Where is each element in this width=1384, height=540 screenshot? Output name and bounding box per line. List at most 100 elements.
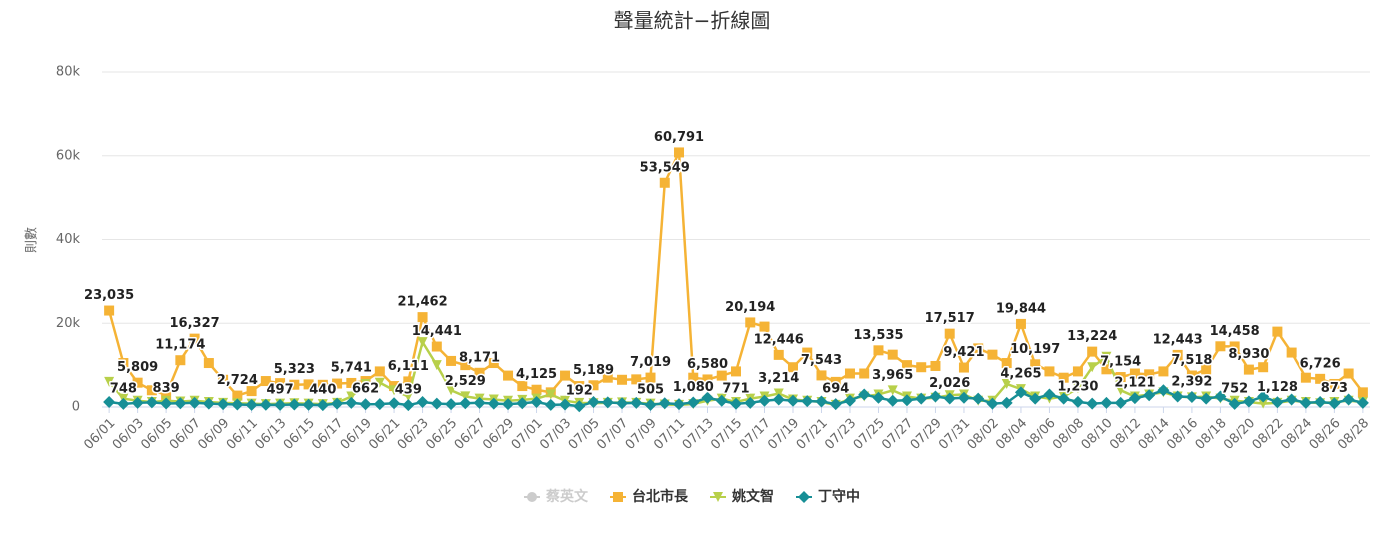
marker [145,396,158,409]
marker [445,398,458,411]
x-tick-label: 08/22 [1250,416,1287,453]
data-label: 873 [1321,381,1348,396]
marker [973,343,984,354]
data-label: 2,026 [929,376,970,391]
legend-item[interactable]: 丁守中 [796,488,860,505]
marker [1157,384,1170,397]
marker [1043,388,1056,401]
marker [203,358,214,369]
marker [658,397,671,410]
marker [202,397,215,410]
marker [1300,372,1311,383]
marker [1229,341,1240,352]
legend: 蔡英文 台北市長 姚文智 丁守中 [524,488,860,505]
data-label: 13,224 [1067,329,1117,344]
marker [815,395,828,408]
data-label: 9,421 [943,345,984,360]
marker [332,378,343,389]
data-label: 4,125 [516,367,557,382]
marker [929,390,942,403]
data-label: 60,791 [654,130,704,145]
legend-item[interactable]: 台北市長 [610,488,689,505]
marker [517,381,528,392]
x-tick-label: 08/24 [1278,416,1315,453]
y-tick-label: 80k [56,65,81,80]
x-tick-label: 07/11 [651,416,688,453]
marker [231,398,244,411]
x-tick-label: 07/19 [765,416,802,453]
marker [1001,358,1012,369]
marker [488,358,499,369]
marker [1071,395,1084,408]
marker [132,377,143,388]
marker [900,394,913,407]
marker [402,399,415,412]
marker [487,397,500,410]
marker [374,377,385,388]
marker [1314,395,1327,408]
x-tick-label: 06/15 [281,416,318,453]
marker [915,392,928,405]
data-label: 2,392 [1171,374,1212,389]
x-tick-label: 08/18 [1193,416,1230,453]
marker [1171,390,1184,403]
data-label: 192 [566,384,593,399]
marker [688,372,699,383]
marker [416,395,429,408]
marker [829,398,842,411]
legend-item[interactable]: 蔡英文 [524,488,589,505]
marker [559,398,572,411]
marker [715,394,728,407]
data-label: 5,809 [117,360,158,375]
marker [1258,362,1269,373]
marker [986,397,999,410]
x-tick-label: 06/07 [167,416,204,453]
x-tick-label: 07/27 [879,416,916,453]
marker [459,397,472,410]
marker [1258,398,1269,409]
marker [645,372,656,383]
marker [1299,396,1312,409]
marker [745,317,756,328]
x-tick-label: 06/11 [224,416,261,453]
marker [943,392,956,405]
marker [759,321,770,332]
x-tick-label: 06/25 [423,416,460,453]
series [103,384,1369,413]
marker [1257,390,1270,403]
x-tick-label: 06/03 [110,416,147,453]
marker [701,391,714,404]
x-tick-label: 08/20 [1221,416,1258,453]
marker [617,374,628,385]
marker [104,305,115,316]
marker [374,366,385,377]
data-label: 53,549 [640,160,690,175]
marker [1144,369,1155,380]
marker [1228,397,1241,410]
marker [316,399,329,412]
marker [1271,396,1284,409]
marker [345,396,358,409]
marker [1242,395,1255,408]
marker [473,396,486,409]
x-tick-label: 07/31 [936,416,973,453]
y-tick-label: 40k [56,232,81,247]
marker [1243,364,1254,375]
marker [516,397,529,410]
x-tick-label: 07/15 [708,416,745,453]
marker [801,395,814,408]
marker [502,398,515,411]
marker [175,355,186,366]
data-label: 748 [110,381,137,396]
marker [503,370,514,381]
marker [1100,396,1113,409]
marker [560,370,571,381]
legend-item[interactable]: 姚文智 [710,488,774,505]
x-tick-label: 07/21 [794,416,831,453]
marker [1342,393,1355,406]
marker [417,312,428,323]
data-label: 439 [395,383,422,398]
marker [1101,351,1112,362]
data-label: 6,580 [687,357,728,372]
data-label: 694 [822,382,849,397]
